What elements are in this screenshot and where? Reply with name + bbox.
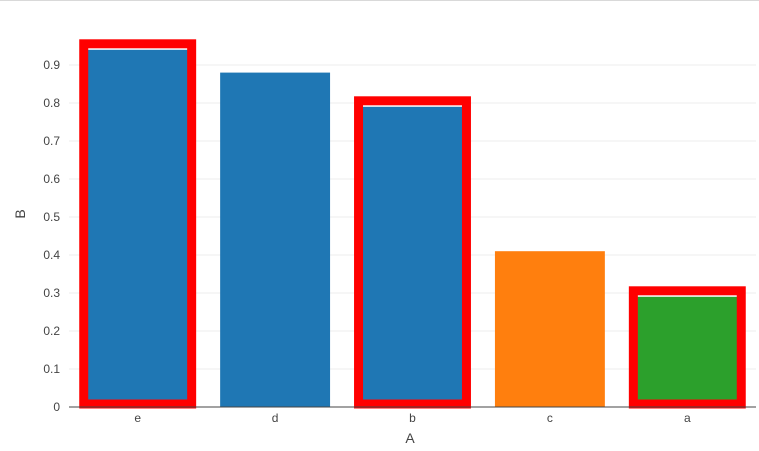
y-tick-label: 0.5 xyxy=(43,210,60,224)
y-tick-label: 0.9 xyxy=(43,58,60,72)
x-tick-label: a xyxy=(684,411,691,425)
bars xyxy=(82,49,743,408)
y-tick-label: 0.8 xyxy=(43,96,60,110)
y-tick-label: 0.2 xyxy=(43,324,60,338)
x-tick-label: b xyxy=(409,411,416,425)
top-border xyxy=(0,0,759,1)
x-axis-title: A xyxy=(405,430,415,446)
bar-c xyxy=(494,251,605,407)
bar-b xyxy=(357,106,468,408)
bar-outline-b xyxy=(354,96,471,409)
bar-outline-e xyxy=(79,39,197,409)
x-tick-label: d xyxy=(272,411,279,425)
y-tick-label: 0.7 xyxy=(43,134,60,148)
bar-d xyxy=(220,72,331,407)
y-tick-label: 0.6 xyxy=(43,172,60,186)
x-tick-label: c xyxy=(547,411,553,425)
bar-a xyxy=(632,296,743,407)
y-tick-label: 0.3 xyxy=(43,286,60,300)
bar-outline-a xyxy=(628,286,746,409)
bar-e xyxy=(82,49,193,408)
y-tick-label: 0 xyxy=(53,400,60,414)
x-tick-label: e xyxy=(134,411,141,425)
y-tick-label: 0.4 xyxy=(43,248,60,262)
y-axis-title: B xyxy=(12,209,28,218)
highlight-outlines xyxy=(79,39,746,409)
y-tick-label: 0.1 xyxy=(43,362,60,376)
axes: 0 0.1 0.2 0.3 0.4 0.5 0.6 0.7 0.8 0.9 e d b c a xyxy=(43,58,756,425)
